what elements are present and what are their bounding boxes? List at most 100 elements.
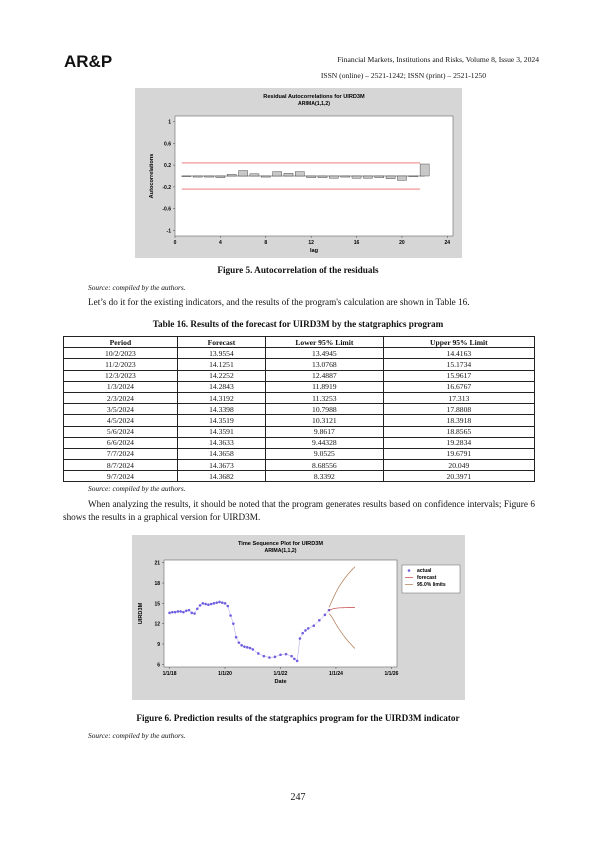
x-tick-label: 8	[264, 240, 267, 246]
bar	[295, 171, 305, 177]
source: Source: compiled by the authors.	[88, 484, 186, 493]
cell: 20.049	[382, 459, 536, 472]
x-tick-label: 12	[308, 240, 314, 246]
y-tick-label: 0.6	[164, 141, 171, 147]
cell: 8/7/2024	[63, 459, 178, 472]
bar	[204, 175, 214, 178]
y-tick-label: 15	[154, 601, 160, 607]
y-tick-label: -1	[167, 229, 172, 235]
cell: 4/5/2024	[63, 414, 178, 427]
legend	[401, 564, 461, 594]
bar	[306, 175, 316, 178]
bar	[261, 175, 271, 178]
paragraph: When analyzing the results, it should be…	[63, 499, 535, 522]
y-tick-label: 0.2	[164, 163, 171, 169]
journal: Financial Markets, Institutions and Risk…	[337, 55, 539, 64]
x-tick-label: 1/1/24	[329, 671, 343, 677]
issn: ISSN (online) – 2521-1242; ISSN (print) …	[320, 71, 486, 80]
cell: 9.44328	[265, 436, 384, 449]
legend-label: forecast	[417, 575, 437, 581]
column-header: Upper 95% Limit	[382, 335, 536, 349]
cell: 1/3/2024	[63, 380, 178, 393]
cell: 17.313	[382, 391, 536, 405]
bar	[340, 175, 350, 178]
bar	[192, 175, 203, 178]
chart-subtitle: ARIMA(1,1,2)	[298, 101, 330, 107]
cell: 14.3591	[176, 425, 267, 438]
cell: 3/5/2024	[63, 403, 178, 416]
column-header: Period	[63, 335, 178, 349]
cell: 14.3519	[176, 414, 267, 427]
cell: 14.3682	[176, 470, 267, 483]
cell: 6/6/2024	[63, 436, 178, 449]
y-tick-label: 12	[154, 622, 160, 628]
legend-marker	[407, 569, 411, 572]
y-tick-label: 1	[168, 119, 171, 125]
x-tick-label: 0	[174, 240, 177, 246]
cell: 14.3658	[176, 447, 267, 461]
cell: 18.3918	[382, 414, 536, 427]
plot-area	[163, 559, 398, 668]
bar	[238, 170, 248, 177]
cell: 15.1734	[382, 358, 536, 371]
bar	[351, 175, 362, 179]
y-tick-label: 9	[157, 642, 160, 648]
bar	[363, 175, 373, 179]
x-tick-label: 1/1/22	[274, 671, 288, 677]
forecast-line	[328, 607, 355, 611]
bar	[272, 171, 282, 177]
cell: 20.3971	[382, 470, 536, 483]
y-axis-label: Autocorrelations	[149, 154, 155, 199]
cell: 11.3253	[265, 391, 384, 405]
x-axis-label: Date	[274, 679, 286, 685]
paragraph: Let’s do it for the existing indicators,…	[88, 297, 470, 307]
bar	[317, 175, 328, 178]
caption: Figure 6. Prediction results of the stat…	[136, 713, 460, 723]
source: Source: compiled by the authors.	[88, 283, 186, 292]
caption: Figure 5. Autocorrelation of the residua…	[217, 265, 379, 275]
bar	[181, 175, 192, 177]
chart-title: Residual Autocorrelations for UIRD3M	[263, 94, 365, 100]
y-tick-label: -0.6	[162, 207, 171, 213]
table-title: Table 16. Results of the forecast for UI…	[152, 319, 444, 329]
figure-5-chart: Residual Autocorrelations for UIRD3MARIM…	[135, 88, 462, 258]
bar	[283, 173, 294, 177]
cell: 9/7/2024	[63, 470, 178, 483]
page-number: 247	[290, 792, 306, 803]
x-tick-label: 16	[354, 240, 360, 246]
actual-line	[169, 601, 330, 662]
bar	[215, 175, 226, 178]
cell: 18.8565	[382, 425, 536, 438]
column-header: Lower 95% Limit	[265, 335, 384, 349]
cell: 8.68556	[265, 459, 384, 472]
cell: 14.2843	[176, 380, 267, 393]
cell: 11/2/2023	[63, 358, 178, 371]
cell: 12.4887	[265, 369, 384, 382]
cell: 5/6/2024	[63, 425, 178, 438]
bar	[419, 163, 430, 177]
cell: 15.9617	[382, 369, 536, 382]
cell: 14.2252	[176, 369, 267, 382]
cell: 14.3633	[176, 436, 267, 449]
bar	[374, 175, 384, 178]
cell: 13.9554	[176, 347, 267, 360]
x-tick-label: 4	[219, 240, 222, 246]
cell: 10.7988	[265, 403, 384, 416]
x-tick-label: 20	[399, 240, 405, 246]
cell: 10.3121	[265, 414, 384, 427]
bar	[397, 175, 407, 181]
cell: 11.8919	[265, 380, 384, 393]
x-tick-label: 24	[445, 240, 451, 246]
y-axis-label: UIRD3M	[138, 602, 144, 624]
y-tick-label: 6	[157, 662, 160, 668]
bar	[408, 175, 419, 177]
legend-label: actual	[417, 568, 432, 574]
cell: 13.4945	[265, 347, 384, 360]
cell: 9.8617	[265, 425, 384, 438]
source: Source: compiled by the authors.	[88, 731, 186, 740]
column-header: Forecast	[176, 335, 267, 349]
upper-limit-line	[328, 566, 356, 608]
cell: 7/7/2024	[63, 447, 178, 461]
x-tick-label: 1/1/26	[384, 671, 398, 677]
